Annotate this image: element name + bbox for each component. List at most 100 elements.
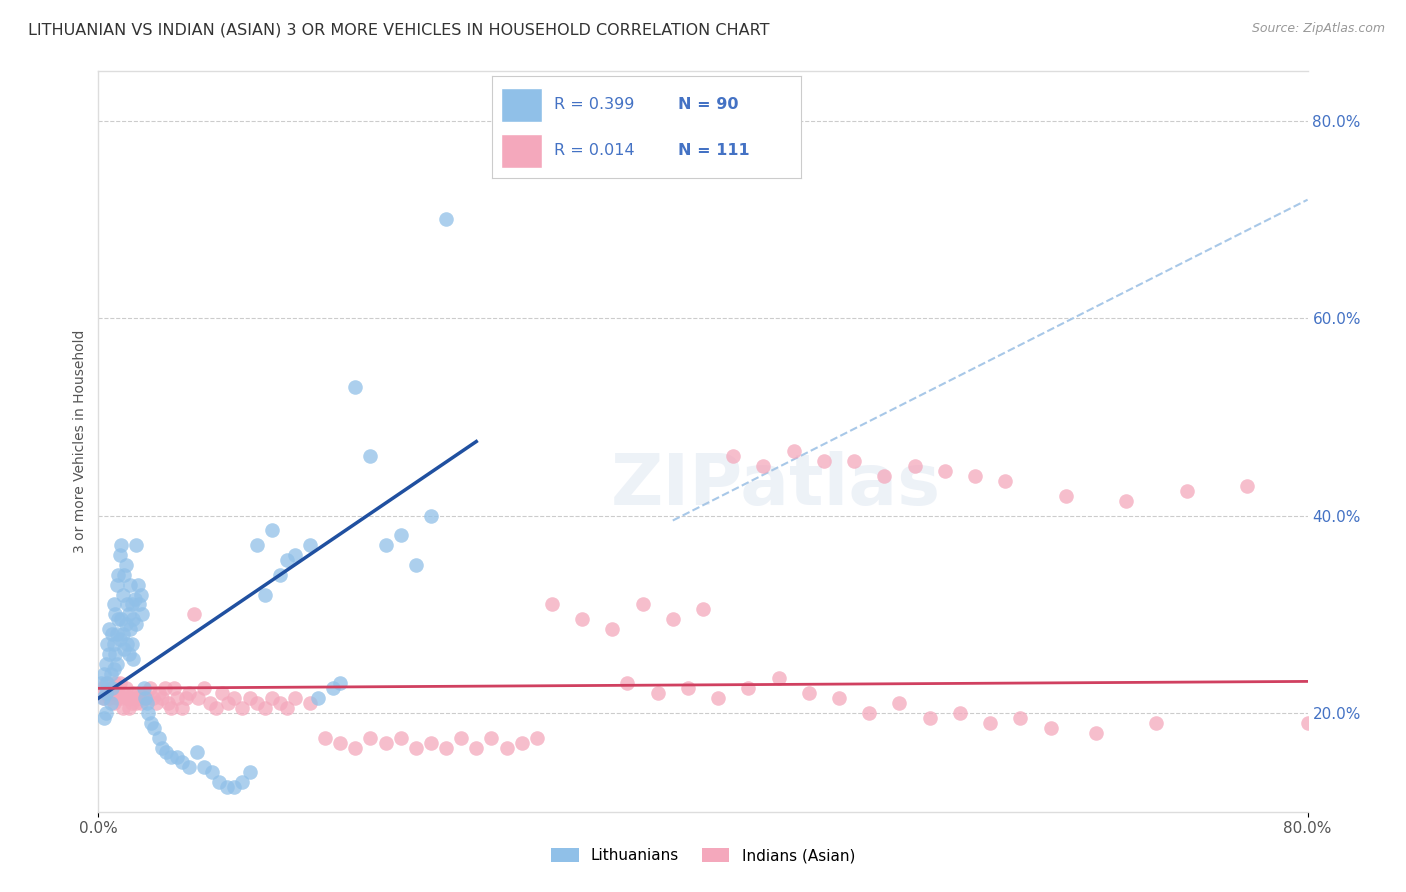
Point: [155, 746, 177, 760]
Point: [186, 746, 208, 760]
Point: [246, 538, 269, 552]
Point: [676, 681, 699, 696]
Point: [934, 464, 956, 478]
Point: [112, 686, 135, 700]
Point: [128, 691, 150, 706]
Point: [114, 681, 136, 696]
Point: [100, 666, 122, 681]
Point: [98, 622, 121, 636]
Point: [269, 696, 291, 710]
Point: [1085, 725, 1108, 739]
Point: [239, 765, 262, 780]
Point: [262, 691, 284, 706]
Point: [127, 686, 149, 700]
Point: [813, 454, 835, 468]
Point: [107, 612, 129, 626]
Point: [103, 662, 125, 676]
Point: [215, 780, 238, 794]
Point: [118, 647, 141, 661]
Point: [103, 696, 125, 710]
Point: [125, 538, 148, 552]
Y-axis label: 3 or more Vehicles in Household: 3 or more Vehicles in Household: [73, 330, 87, 553]
Point: [105, 691, 128, 706]
Point: [110, 612, 132, 626]
Point: [121, 598, 143, 612]
Point: [389, 528, 412, 542]
Point: [121, 696, 143, 710]
Point: [93, 666, 115, 681]
Point: [276, 701, 298, 715]
Point: [1039, 721, 1062, 735]
Point: [707, 691, 730, 706]
Text: ZIPatlas: ZIPatlas: [610, 451, 941, 520]
Point: [193, 681, 215, 696]
Point: [131, 607, 153, 622]
Point: [118, 701, 141, 715]
Point: [329, 736, 352, 750]
Point: [752, 459, 775, 474]
Point: [284, 548, 307, 562]
Point: [510, 736, 533, 750]
Point: [844, 454, 866, 468]
Point: [103, 637, 125, 651]
Point: [124, 592, 146, 607]
Point: [139, 681, 162, 696]
Point: [128, 598, 150, 612]
Point: [723, 450, 745, 464]
Text: R = 0.014: R = 0.014: [554, 144, 634, 158]
Point: [889, 696, 911, 710]
Point: [94, 706, 117, 720]
Point: [122, 686, 145, 700]
Point: [208, 775, 231, 789]
Point: [108, 632, 131, 646]
Point: [1144, 715, 1167, 730]
Point: [150, 691, 173, 706]
Point: [179, 686, 201, 700]
Point: [465, 740, 488, 755]
Point: [231, 701, 253, 715]
Point: [253, 588, 276, 602]
Point: [150, 740, 173, 755]
Point: [93, 711, 115, 725]
Point: [374, 538, 396, 552]
Point: [111, 588, 134, 602]
Point: [120, 622, 142, 636]
Point: [115, 637, 138, 651]
Point: [1236, 479, 1258, 493]
Point: [142, 691, 165, 706]
Point: [121, 637, 143, 651]
Point: [148, 731, 170, 745]
Point: [450, 731, 472, 745]
Point: [120, 577, 142, 591]
Point: [110, 538, 132, 552]
Point: [160, 701, 183, 715]
Text: Source: ZipAtlas.com: Source: ZipAtlas.com: [1251, 22, 1385, 36]
Point: [129, 588, 152, 602]
Point: [110, 691, 132, 706]
Point: [737, 681, 759, 696]
Point: [122, 612, 145, 626]
Point: [114, 558, 136, 572]
Point: [96, 637, 118, 651]
Point: [276, 553, 298, 567]
Point: [360, 731, 382, 745]
Point: [307, 691, 329, 706]
Point: [239, 691, 262, 706]
Legend: Lithuanians, Indians (Asian): Lithuanians, Indians (Asian): [543, 840, 863, 871]
Point: [344, 740, 367, 755]
Point: [148, 686, 170, 700]
Point: [949, 706, 972, 720]
Point: [211, 686, 233, 700]
Point: [134, 691, 156, 706]
Point: [1175, 483, 1198, 498]
Point: [145, 696, 167, 710]
Point: [108, 676, 131, 690]
Point: [616, 676, 638, 690]
Point: [104, 607, 127, 622]
Point: [1054, 489, 1077, 503]
Point: [135, 696, 157, 710]
Point: [170, 756, 193, 770]
Point: [94, 676, 117, 690]
Point: [166, 691, 188, 706]
Point: [329, 676, 352, 690]
